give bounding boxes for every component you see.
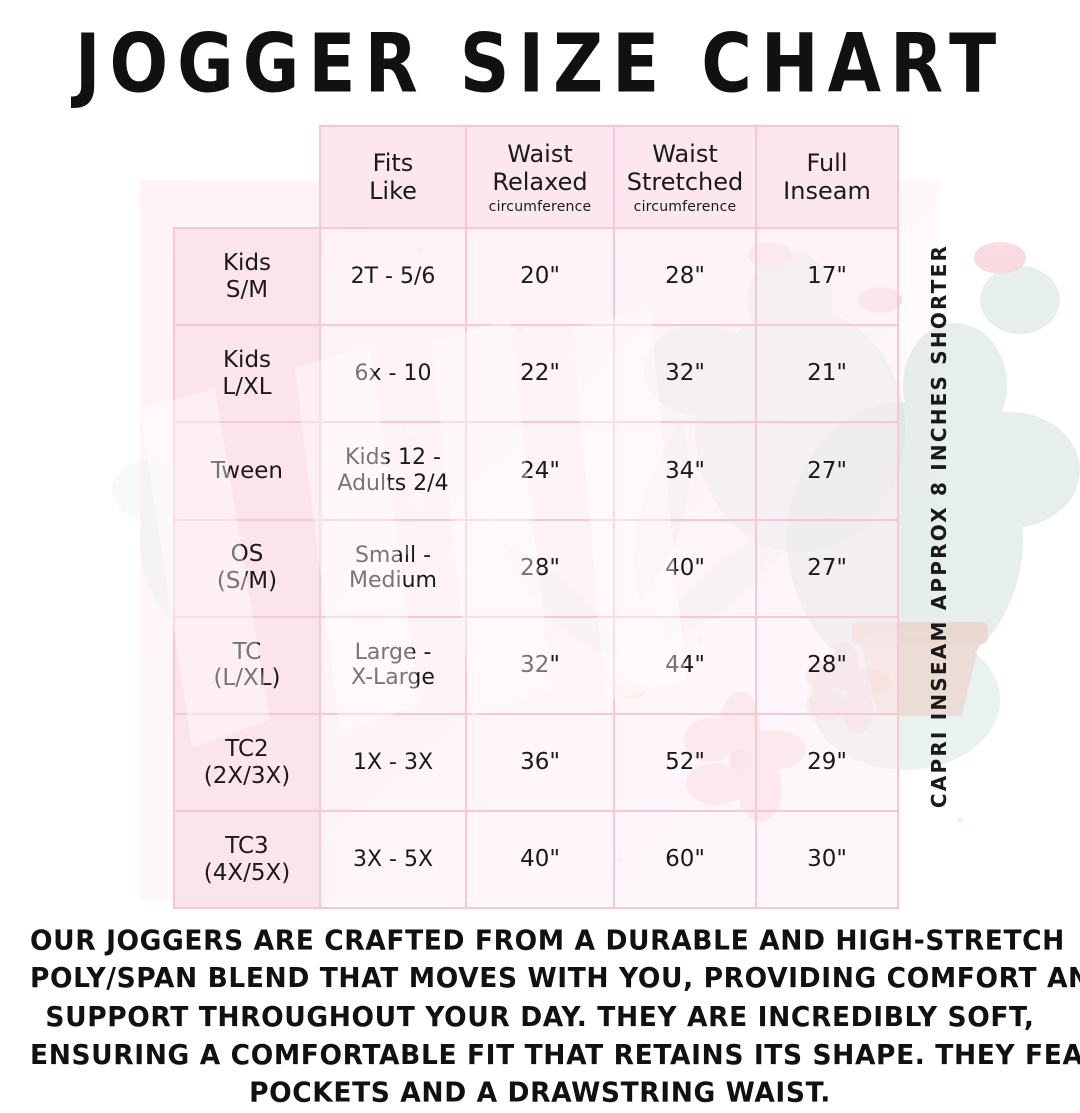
size-line-1: Tween bbox=[211, 457, 283, 484]
footer-line-3: SUPPORT THROUGHOUT YOUR DAY. THEY ARE IN… bbox=[45, 1000, 1035, 1033]
row-size-label: TC (L/XL) bbox=[173, 615, 321, 715]
cell-waist-relaxed: 24" bbox=[465, 421, 615, 521]
fits-line-1: Kids 12 - bbox=[345, 445, 441, 471]
header-line-1: Waist bbox=[507, 140, 573, 169]
header-line-1: Fits bbox=[372, 149, 414, 178]
cell-waist-stretched: 40" bbox=[613, 518, 757, 618]
cell-waist-stretched: 32" bbox=[613, 324, 757, 424]
cell-waist-stretched: 44" bbox=[613, 615, 757, 715]
fits-line-1: 6x - 10 bbox=[354, 361, 432, 387]
footer-description: OUR JOGGERS ARE CRAFTED FROM A DURABLE A… bbox=[30, 922, 1080, 1113]
column-header-waist-stretched: Waist Stretched circumference bbox=[613, 125, 757, 229]
header-line-2: Like bbox=[369, 177, 417, 205]
size-line-2: (S/M) bbox=[216, 568, 278, 595]
header-line-2: Inseam bbox=[783, 177, 871, 205]
size-line-1: TC3 bbox=[225, 833, 269, 860]
footer-line-4: ENSURING A COMFORTABLE FIT THAT RETAINS … bbox=[30, 1038, 1080, 1071]
header-line-2: Relaxed bbox=[492, 167, 588, 196]
header-line-2: Stretched bbox=[626, 167, 744, 196]
cell-full-inseam: 27" bbox=[755, 421, 899, 521]
cell-full-inseam: 30" bbox=[755, 810, 899, 910]
header-subtitle: circumference bbox=[488, 198, 592, 215]
cell-waist-stretched: 60" bbox=[613, 810, 757, 910]
size-line-1: OS bbox=[230, 541, 264, 568]
cell-fits-like: 3X - 5X bbox=[319, 810, 467, 910]
header-subtitle: circumference bbox=[633, 198, 737, 215]
size-line-1: TC bbox=[232, 638, 262, 665]
cell-waist-relaxed: 20" bbox=[465, 227, 615, 327]
size-line-2: L/XL bbox=[222, 373, 272, 400]
cell-waist-relaxed: 32" bbox=[465, 615, 615, 715]
header-line-1: Waist bbox=[652, 140, 718, 169]
header-line-1: Full bbox=[806, 149, 848, 178]
row-size-label: OS (S/M) bbox=[173, 518, 321, 618]
fits-line-1: Small - bbox=[354, 542, 432, 568]
footer-line-2: POLY/SPAN BLEND THAT MOVES WITH YOU, PRO… bbox=[30, 962, 1080, 995]
size-chart-table: Fits Like Waist Relaxed circumference Wa… bbox=[173, 125, 908, 910]
table-row: Kids S/M 2T - 5/6 20" 28" 17" bbox=[173, 227, 908, 327]
cell-full-inseam: 28" bbox=[755, 615, 899, 715]
row-size-label: Tween bbox=[173, 421, 321, 521]
footer-line-1: OUR JOGGERS ARE CRAFTED FROM A DURABLE A… bbox=[30, 924, 1065, 957]
fits-line-1: 1X - 3X bbox=[352, 749, 434, 775]
cell-full-inseam: 29" bbox=[755, 712, 899, 813]
fits-line-1: 3X - 5X bbox=[352, 846, 434, 872]
cell-waist-stretched: 28" bbox=[613, 227, 757, 327]
cell-fits-like: Small - Medium bbox=[319, 518, 467, 618]
size-line-1: TC2 bbox=[225, 735, 269, 762]
cell-full-inseam: 21" bbox=[755, 324, 899, 424]
row-size-label: Kids L/XL bbox=[173, 324, 321, 424]
cell-waist-stretched: 52" bbox=[613, 712, 757, 813]
footer-line-5: POCKETS AND A DRAWSTRING WAIST. bbox=[249, 1076, 831, 1110]
size-line-2: S/M bbox=[225, 276, 269, 303]
table-row: Kids L/XL 6x - 10 22" 32" 21" bbox=[173, 324, 908, 424]
fits-line-2: Medium bbox=[349, 568, 437, 594]
table-row: TC2 (2X/3X) 1X - 3X 36" 52" 29" bbox=[173, 712, 908, 813]
table-row: Tween Kids 12 - Adults 2/4 24" 34" 27" bbox=[173, 421, 908, 521]
size-line-1: Kids bbox=[222, 347, 272, 374]
capri-inseam-note: CAPRI INSEAM APPROX 8 INCHES SHORTER bbox=[927, 243, 951, 809]
page-title: JOGGER SIZE CHART bbox=[74, 16, 1006, 112]
size-line-2: (2X/3X) bbox=[203, 762, 291, 789]
table-corner-spacer bbox=[173, 125, 321, 229]
row-size-label: Kids S/M bbox=[173, 227, 321, 327]
table-row: TC3 (4X/5X) 3X - 5X 40" 60" 30" bbox=[173, 810, 908, 910]
table-row: OS (S/M) Small - Medium 28" 40" 27" bbox=[173, 518, 908, 618]
cell-waist-relaxed: 36" bbox=[465, 712, 615, 813]
cell-full-inseam: 17" bbox=[755, 227, 899, 327]
column-header-fits-like: Fits Like bbox=[319, 125, 467, 229]
size-line-2: (4X/5X) bbox=[203, 859, 291, 886]
cell-fits-like: 1X - 3X bbox=[319, 712, 467, 813]
size-chart-page: JOGGER SIZE CHART Fits Like Waist Relaxe… bbox=[30, 16, 1080, 1109]
cell-fits-like: Large - X-Large bbox=[319, 615, 467, 715]
cell-waist-stretched: 34" bbox=[613, 421, 757, 521]
fits-line-2: X-Large bbox=[351, 665, 435, 691]
size-line-2: (L/XL) bbox=[213, 665, 281, 692]
table-row: TC (L/XL) Large - X-Large 32" 44" 28" bbox=[173, 615, 908, 715]
cell-fits-like: Kids 12 - Adults 2/4 bbox=[319, 421, 467, 521]
cell-fits-like: 2T - 5/6 bbox=[319, 227, 467, 327]
cell-waist-relaxed: 40" bbox=[465, 810, 615, 910]
row-size-label: TC3 (4X/5X) bbox=[173, 810, 321, 910]
fits-line-1: 2T - 5/6 bbox=[350, 263, 436, 289]
fits-line-2: Adults 2/4 bbox=[337, 470, 449, 496]
cell-waist-relaxed: 22" bbox=[465, 324, 615, 424]
table-header-row: Fits Like Waist Relaxed circumference Wa… bbox=[173, 125, 908, 229]
size-line-1: Kids bbox=[222, 249, 272, 276]
cell-full-inseam: 27" bbox=[755, 518, 899, 618]
row-size-label: TC2 (2X/3X) bbox=[173, 712, 321, 813]
cell-waist-relaxed: 28" bbox=[465, 518, 615, 618]
column-header-full-inseam: Full Inseam bbox=[755, 125, 899, 229]
cell-fits-like: 6x - 10 bbox=[319, 324, 467, 424]
fits-line-1: Large - bbox=[354, 639, 432, 665]
column-header-waist-relaxed: Waist Relaxed circumference bbox=[465, 125, 615, 229]
